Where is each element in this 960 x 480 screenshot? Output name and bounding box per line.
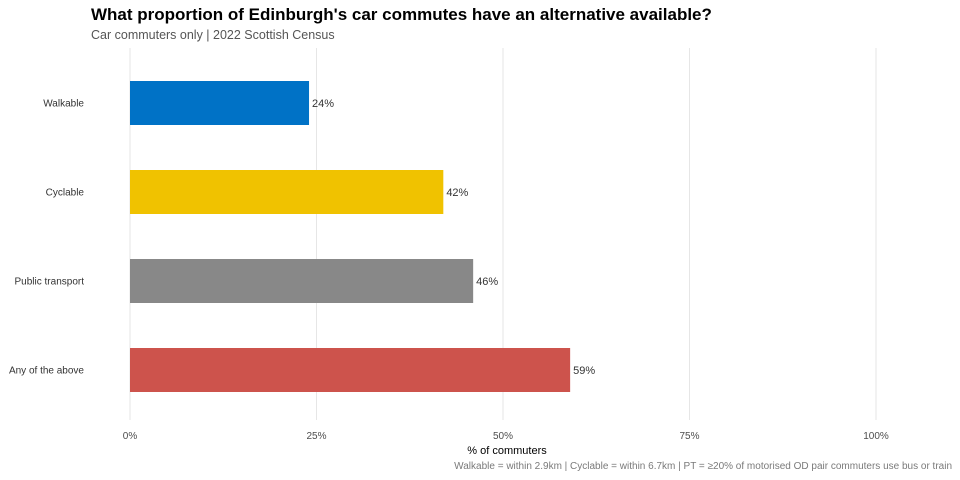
x-tick-label: 50% <box>493 431 513 442</box>
chart-title: What proportion of Edinburgh's car commu… <box>91 5 712 24</box>
chart-subtitle: Car commuters only | 2022 Scottish Censu… <box>91 28 335 42</box>
bars <box>130 81 571 392</box>
x-axis-title: % of commuters <box>467 445 547 457</box>
data-label: 42% <box>446 187 468 199</box>
data-label: 46% <box>476 276 498 288</box>
x-tick-label: 75% <box>679 431 699 442</box>
chart-caption: Walkable = within 2.9km | Cyclable = wit… <box>454 461 952 472</box>
bar <box>130 170 444 214</box>
category-label: Walkable <box>43 99 84 110</box>
category-label: Any of the above <box>9 366 84 377</box>
category-label: Cyclable <box>46 188 85 199</box>
category-label: Public transport <box>15 277 85 288</box>
bar <box>130 81 310 125</box>
x-tick-label: 0% <box>123 431 138 442</box>
value-labels: 24% 42% 46% 59% <box>312 98 595 377</box>
x-tick-label: 100% <box>863 431 889 442</box>
category-labels: Walkable Cyclable Public transport Any of t… <box>9 99 84 377</box>
data-label: 24% <box>312 98 334 110</box>
bar <box>130 348 571 392</box>
bar <box>130 259 474 303</box>
x-axis-ticks: 0% 25% 50% 75% 100% <box>123 431 889 442</box>
x-tick-label: 25% <box>306 431 326 442</box>
data-label: 59% <box>573 365 595 377</box>
